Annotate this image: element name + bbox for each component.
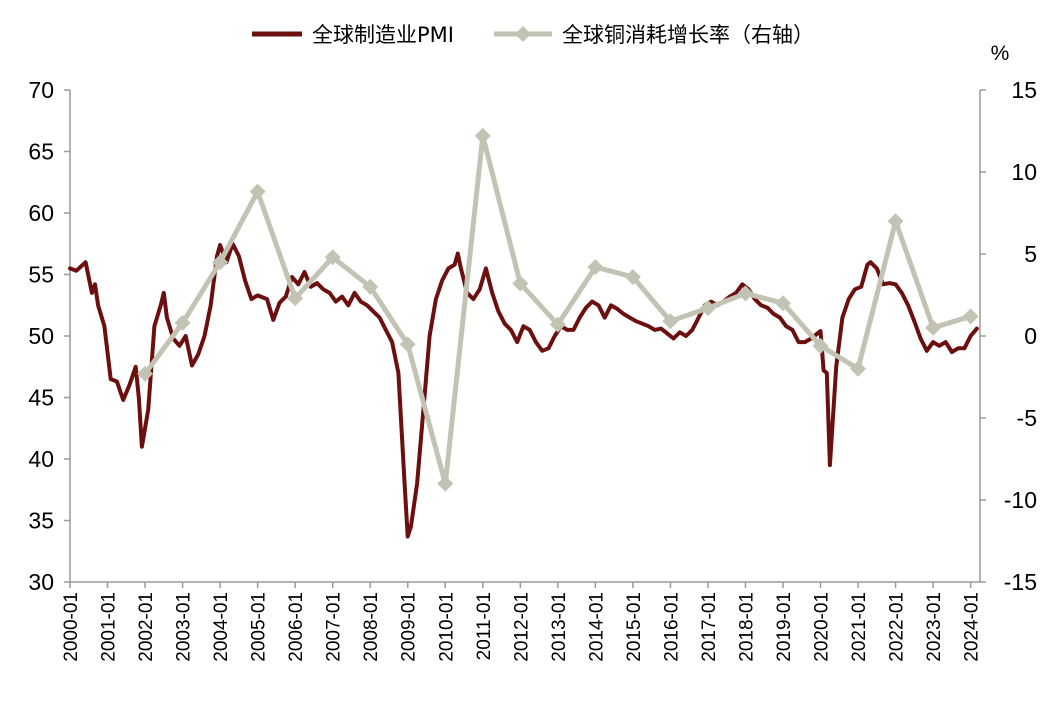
data-point-copper-growth bbox=[512, 275, 529, 292]
x-tick-label: 2014-01 bbox=[586, 592, 607, 662]
x-tick-label: 2021-01 bbox=[849, 592, 870, 662]
legend-label-copper: 全球铜消耗增长率（右轴） bbox=[562, 23, 814, 47]
data-point-copper-growth bbox=[437, 475, 454, 492]
x-tick-label: 2001-01 bbox=[99, 592, 120, 662]
y-left-tick-label: 40 bbox=[28, 446, 54, 472]
data-point-copper-growth bbox=[137, 365, 154, 382]
x-tick-label: 2012-01 bbox=[511, 592, 532, 662]
data-point-copper-growth bbox=[662, 313, 679, 330]
data-point-copper-growth bbox=[249, 183, 266, 200]
data-point-copper-growth bbox=[774, 295, 791, 312]
y-left-tick-label: 60 bbox=[28, 200, 54, 226]
x-tick-label: 2006-01 bbox=[286, 592, 307, 662]
x-tick-label: 2005-01 bbox=[249, 592, 270, 662]
y-left-tick-label: 70 bbox=[28, 77, 54, 103]
x-tick-label: 2009-01 bbox=[399, 592, 420, 662]
y-left-tick-label: 45 bbox=[28, 385, 54, 411]
x-tick-label: 2010-01 bbox=[436, 592, 457, 662]
data-point-copper-growth bbox=[925, 319, 942, 336]
data-point-copper-growth bbox=[587, 259, 604, 276]
y-right-tick-label: -10 bbox=[1004, 487, 1037, 513]
data-point-copper-growth bbox=[812, 337, 829, 354]
x-tick-label: 2016-01 bbox=[661, 592, 682, 662]
data-point-copper-growth bbox=[324, 249, 341, 266]
right-axis-unit: % bbox=[991, 42, 1010, 65]
x-tick-label: 2019-01 bbox=[774, 592, 795, 662]
y-left-tick-label: 55 bbox=[28, 262, 54, 288]
x-tick-label: 2018-01 bbox=[736, 592, 757, 662]
data-point-copper-growth bbox=[474, 127, 491, 144]
x-tick-label: 2011-01 bbox=[474, 592, 495, 660]
data-point-copper-growth bbox=[962, 308, 979, 325]
legend-marker-copper bbox=[515, 26, 531, 42]
x-tick-label: 2000-01 bbox=[61, 592, 82, 662]
data-point-copper-growth bbox=[887, 213, 904, 230]
x-tick-label: 2008-01 bbox=[361, 592, 382, 662]
y-left-tick-label: 35 bbox=[28, 508, 54, 534]
series-line-pmi bbox=[68, 241, 979, 539]
y-left-tick-label: 50 bbox=[28, 323, 54, 349]
data-point-copper-growth bbox=[362, 278, 379, 295]
x-tick-label: 2020-01 bbox=[812, 592, 833, 662]
data-point-copper-growth bbox=[399, 336, 416, 353]
legend: 全球制造业PMI 全球铜消耗增长率（右轴） bbox=[252, 23, 814, 47]
data-point-copper-growth bbox=[549, 316, 566, 333]
axes: 30 35 40 45 50 55 60 65 70 -15 -10 -5 0 5 10 15 2000-01 2… bbox=[28, 77, 1037, 662]
y-right-tick-label: 15 bbox=[1011, 77, 1037, 103]
data-point-copper-growth bbox=[850, 360, 867, 377]
y-right-tick-label: 10 bbox=[1011, 159, 1037, 185]
x-tick-label: 2002-01 bbox=[136, 592, 157, 662]
legend-label-pmi: 全球制造业PMI bbox=[312, 23, 454, 47]
x-tick-label: 2017-01 bbox=[699, 592, 720, 662]
x-tick-label: 2024-01 bbox=[962, 592, 983, 662]
data-point-copper-growth bbox=[287, 290, 304, 307]
y-right-tick-label: -5 bbox=[1017, 405, 1037, 431]
y-right-tick-label: 0 bbox=[1024, 323, 1037, 349]
x-tick-label: 2007-01 bbox=[324, 592, 345, 662]
data-point-copper-growth bbox=[212, 254, 229, 271]
y-right-tick-label: 5 bbox=[1024, 241, 1037, 267]
data-point-copper-growth bbox=[699, 300, 716, 317]
data-point-copper-growth bbox=[174, 314, 191, 331]
y-left-tick-label: 30 bbox=[28, 569, 54, 595]
y-left-tick-label: 65 bbox=[28, 139, 54, 165]
x-tick-label: 2015-01 bbox=[624, 592, 645, 662]
x-tick-label: 2004-01 bbox=[211, 592, 232, 662]
x-tick-label: 2022-01 bbox=[887, 592, 908, 662]
data-point-copper-growth bbox=[737, 285, 754, 302]
x-tick-label: 2003-01 bbox=[174, 592, 195, 662]
data-point-copper-growth bbox=[624, 268, 641, 285]
y-right-tick-label: -15 bbox=[1004, 569, 1037, 595]
plot-area bbox=[68, 127, 979, 539]
x-tick-label: 2013-01 bbox=[549, 592, 570, 662]
x-tick-label: 2023-01 bbox=[924, 592, 945, 662]
